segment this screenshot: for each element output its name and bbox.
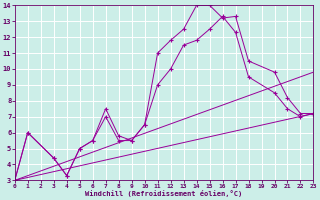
X-axis label: Windchill (Refroidissement éolien,°C): Windchill (Refroidissement éolien,°C) [85,190,243,197]
